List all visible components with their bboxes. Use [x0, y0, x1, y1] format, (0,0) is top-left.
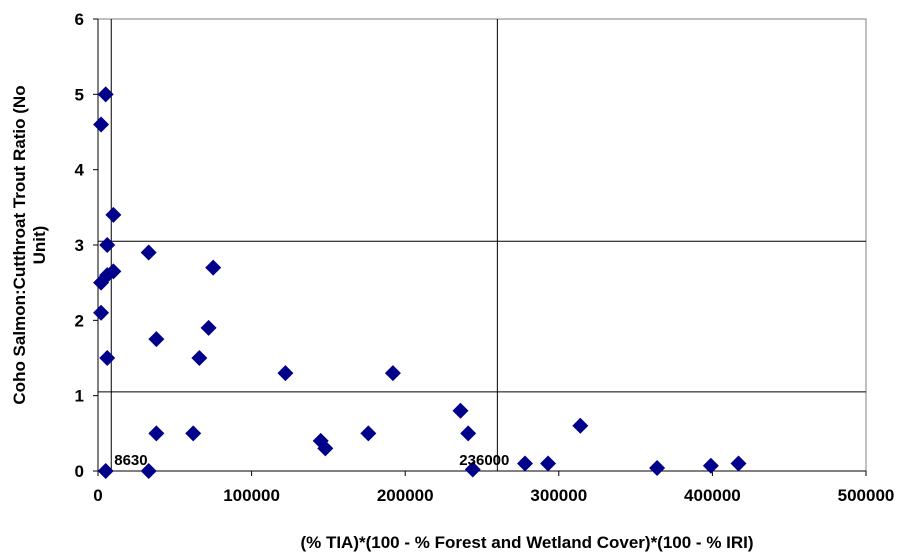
plot-area	[97, 18, 867, 472]
data-point	[452, 402, 469, 419]
y-tick-label: 6	[75, 10, 84, 29]
data-point	[702, 457, 719, 474]
data-point	[464, 461, 481, 478]
data-point	[185, 425, 202, 442]
data-point	[360, 425, 377, 442]
x-tick-label: 200000	[377, 486, 434, 505]
data-point	[140, 463, 157, 479]
y-tick-label: 2	[75, 311, 84, 330]
data-point	[384, 365, 401, 382]
data-point	[105, 263, 122, 280]
y-tick-label: 1	[75, 387, 84, 406]
data-point	[97, 86, 114, 103]
x-tick-label: 100000	[223, 486, 280, 505]
data-point	[148, 331, 165, 348]
data-point	[205, 259, 222, 276]
y-axis-title-line2: Unit)	[30, 226, 49, 265]
data-point	[99, 237, 116, 253]
data-point	[200, 319, 217, 336]
data-point	[97, 463, 114, 479]
data-point	[540, 455, 557, 472]
threshold-label: 236000	[459, 452, 509, 469]
data-point	[99, 350, 116, 366]
y-axis-title-line1: Coho Salmon:Cutthroat Trout Ratio (No	[10, 85, 29, 404]
data-point	[649, 459, 666, 476]
data-point	[93, 116, 110, 133]
tick-labels: 0 1 2 3 4 5 6 0 100000 200000 300000 400000 500000	[75, 10, 895, 505]
data-point	[730, 455, 747, 472]
data-point	[191, 350, 208, 366]
y-tick-label: 5	[75, 85, 84, 104]
data-point	[140, 244, 157, 261]
x-tick-label: 400000	[684, 486, 741, 505]
annotations: 8630 236000	[114, 452, 509, 469]
y-tick-label: 4	[75, 161, 85, 180]
data-point	[148, 425, 165, 442]
data-point	[277, 365, 294, 382]
y-tick-label: 3	[75, 236, 84, 255]
data-point	[317, 440, 334, 457]
data-point	[572, 417, 589, 434]
data-point	[105, 206, 122, 223]
x-tick-label: 300000	[530, 486, 587, 505]
data-point	[460, 425, 477, 442]
x-tick-label: 0	[93, 486, 102, 505]
data-point	[93, 304, 110, 321]
x-tick-label: 500000	[838, 486, 895, 505]
x-axis-title: (% TIA)*(100 - % Forest and Wetland Cove…	[300, 533, 753, 552]
data-point	[517, 455, 534, 472]
data-points	[93, 86, 747, 479]
threshold-label: 8630	[114, 452, 147, 469]
y-tick-label: 0	[75, 462, 84, 481]
